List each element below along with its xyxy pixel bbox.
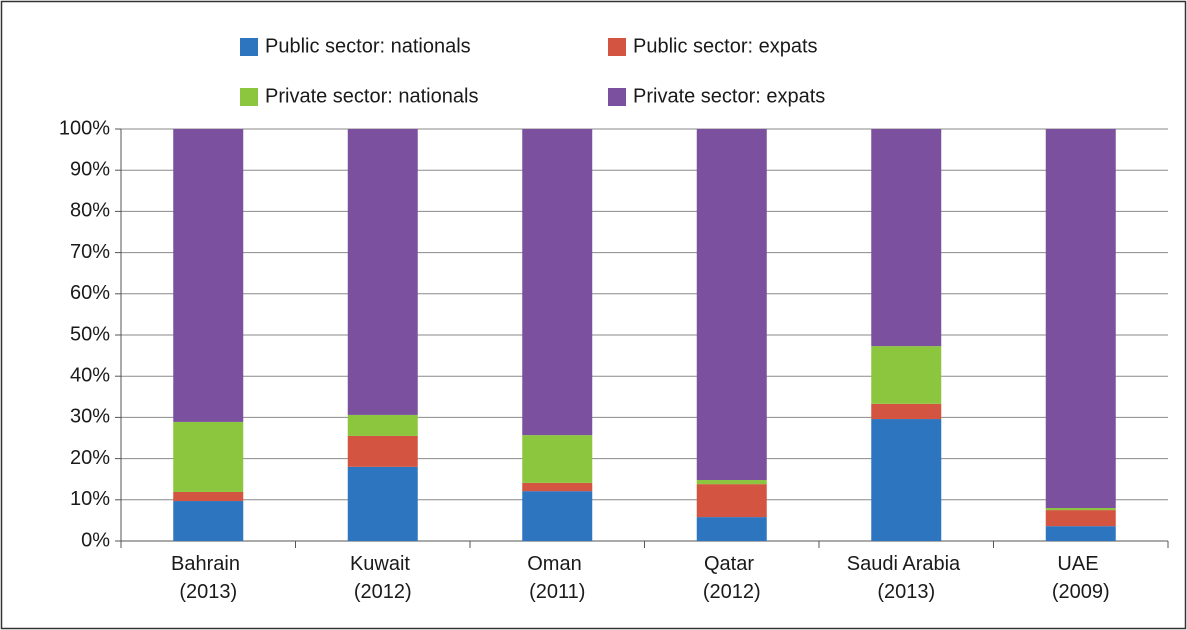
x-tick-label-line: (2012) [703, 581, 761, 603]
x-tick-label-line: Qatar [704, 553, 760, 575]
y-tick-label: 20% [70, 447, 110, 469]
x-tick-label-line: Kuwait [350, 553, 416, 575]
bar-segment [522, 482, 593, 492]
legend-label: Public sector: expats [633, 35, 818, 57]
bar-segment [871, 403, 942, 420]
x-tick-label: Oman (2011) [527, 553, 587, 603]
x-tick-label: Kuwait (2012) [350, 553, 416, 603]
x-tick-label-line: (2013) [179, 581, 237, 603]
legend-label: Public sector: nationals [265, 35, 471, 57]
y-tick-label: 80% [70, 200, 110, 222]
y-tick-label: 10% [70, 488, 110, 510]
bar-segment [1045, 510, 1116, 527]
x-tick-label: Bahrain (2013) [171, 553, 246, 603]
legend-swatch [240, 88, 258, 106]
bar-segment [871, 419, 942, 541]
legend-label: Private sector: expats [633, 85, 825, 107]
bar-segment [1045, 129, 1116, 509]
y-tick-label: 70% [70, 241, 110, 263]
x-tick-label-line: (2012) [354, 581, 412, 603]
bar-segment [522, 491, 593, 541]
x-tick-label: Saudi Arabia (2013) [847, 553, 966, 603]
y-tick-label: 0% [81, 529, 110, 551]
bar-segment [347, 129, 418, 415]
bar-segment [871, 346, 942, 404]
x-tick-label: UAE (2009) [1052, 553, 1110, 603]
bar-segment [173, 501, 244, 541]
bar-segment [173, 491, 244, 502]
bar-segment [173, 129, 244, 422]
x-tick-label-line: Bahrain [171, 553, 246, 575]
bar-segment [347, 414, 418, 436]
bar-segment [522, 435, 593, 483]
x-tick-label: Qatar (2012) [703, 553, 761, 603]
y-tick-label: 50% [70, 323, 110, 345]
y-tick-label: 40% [70, 364, 110, 386]
bar-segment [1045, 526, 1116, 541]
bar-segment [173, 421, 244, 492]
legend-swatch [608, 88, 626, 106]
bar-segment [696, 480, 767, 485]
x-tick-label-line: Saudi Arabia [847, 553, 966, 575]
x-tick-label-line: (2013) [877, 581, 935, 603]
y-tick-label: 30% [70, 406, 110, 428]
bar-segment [871, 129, 942, 347]
bar-segment [696, 517, 767, 541]
legend-label: Private sector: nationals [265, 85, 478, 107]
bar-segment [347, 466, 418, 541]
y-tick-label: 60% [70, 282, 110, 304]
x-tick-label-line: UAE [1057, 553, 1104, 575]
bar-segment [1045, 508, 1116, 511]
bar-segment [696, 484, 767, 518]
x-tick-label-line: (2009) [1052, 581, 1110, 603]
y-tick-label: 90% [70, 158, 110, 180]
y-tick-label: 100% [59, 117, 110, 139]
bar-segment [347, 435, 418, 467]
legend-swatch [240, 38, 258, 56]
bar-segment [522, 129, 593, 436]
x-tick-label-line: (2011) [529, 581, 585, 603]
bar-segment [696, 129, 767, 481]
x-tick-label-line: Oman [527, 553, 587, 575]
legend-swatch [608, 38, 626, 56]
